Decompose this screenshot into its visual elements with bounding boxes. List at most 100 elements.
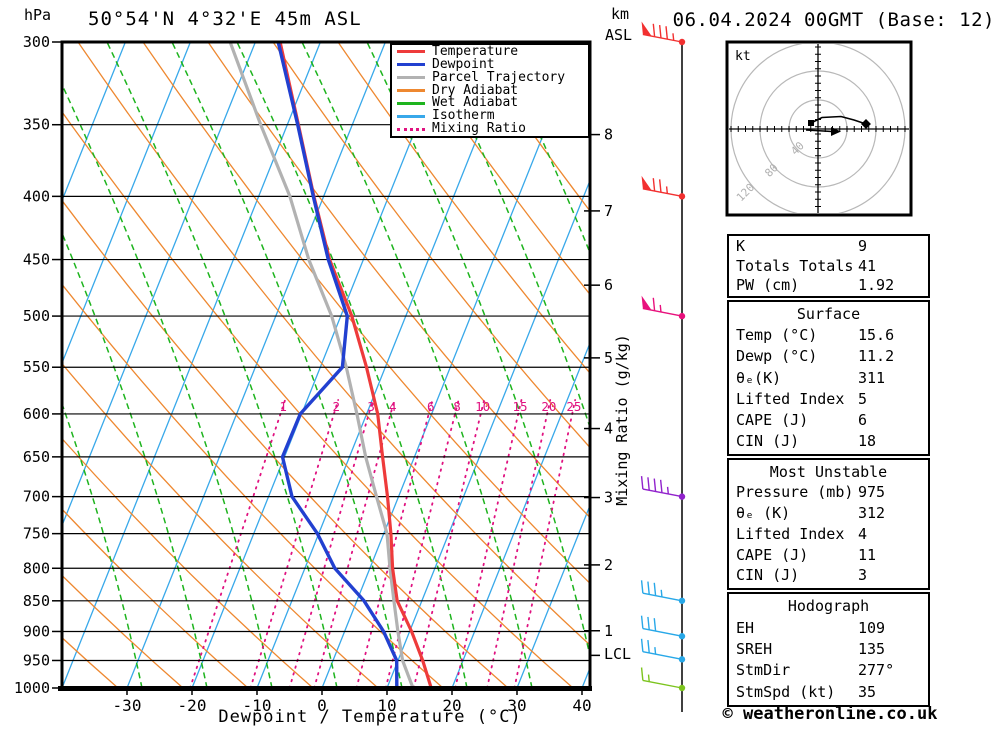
wet-adiabat-line [301,43,533,687]
legend-swatch-temperature [397,50,425,54]
stat-label: Temp (°C) [736,326,818,345]
table-title: Hodograph [787,597,870,616]
wind-barb-stem [642,33,683,43]
copyright-notice: © weatheronline.co.uk [722,704,938,724]
wind-barb-feather [647,477,650,491]
table-row: Lifted Index 5 [729,389,928,408]
wet-adiabat-line [366,43,589,653]
pressure-tick-label: 450 [23,251,50,269]
mixing-ratio-value-label: 20 [541,399,556,414]
sounding-curve-parcel-trajectory [228,43,415,687]
mixing-ratio-line [288,399,374,687]
km-tick-label: 1 [604,622,613,640]
table-row: θₑ (K) 312 [729,505,928,522]
isotherm-line [321,43,581,687]
table-hodograph-stats: Hodograph EH 109 SREH 135 StmDir 277° StmSpd (k… [727,592,930,707]
wind-barb-stem [642,592,683,602]
legend-label: Parcel Trajectory [432,69,566,85]
stat-label: K [736,237,746,256]
stat-value: 35 [858,682,877,701]
km-tick-label: 3 [604,489,613,507]
mixing-ratio-line [313,399,396,687]
dry-adiabat-line [273,43,589,447]
wind-barb [640,580,686,604]
wind-barb-feather [653,618,657,632]
stat-value: 9 [858,237,868,256]
hodograph-ring-label: 80 [762,161,781,180]
mixing-ratio-line [189,399,286,687]
wind-barb [640,638,686,663]
table-row: Pressure (mb) 975 [729,484,928,501]
stat-value: 15.6 [858,326,895,345]
stat-label: PW (cm) [736,275,800,294]
isobar-grid [62,124,590,662]
pressure-tick-label: 650 [23,448,50,466]
legend-item: Dewpoint [397,58,588,71]
wet-adiabat-line [171,43,403,687]
legend-item: Mixing Ratio [397,122,588,135]
stat-value: 5 [858,389,868,408]
wind-barb-feather [659,479,663,493]
km-tick-label: 8 [604,126,613,144]
stat-label: Dewp (°C) [736,347,818,366]
wind-barb-stem [642,679,683,689]
km-unit-label: km [611,5,630,23]
wind-barb-feather [652,178,656,192]
table-row: PW (cm) 1.92 [729,275,928,294]
stat-label: SREH [736,639,773,658]
table-title: Most Unstable [769,462,888,481]
legend-swatch-wet-adiabat [397,101,425,105]
isotherm-line [386,182,589,687]
km-tick-label: 7 [604,202,613,220]
wind-barb-feather [640,667,644,681]
table-title: Surface [796,305,861,324]
stat-label: Totals Totals [736,256,854,275]
stat-value: 41 [858,256,877,275]
wind-barb-half-feather [666,486,669,495]
pressure-tick-label: 1000 [14,679,50,697]
stat-value: 109 [858,618,886,637]
wind-barb-half-feather [647,674,650,682]
mixing-ratio-line [413,399,486,687]
wet-adiabat-line [63,234,208,687]
dry-adiabat-line [63,364,378,687]
dry-adiabat-line [63,201,508,687]
legend-swatch-dewpoint [397,63,425,67]
legend-item: Dry Adiabat [397,84,588,97]
stat-value: 4 [858,524,868,543]
legend-label: Wet Adiabat [432,95,519,111]
mixing-ratio-axis-label: Mixing Ratio (g/kg) [613,334,631,506]
stat-label: StmDir [736,661,791,680]
stat-label: CIN (J) [736,566,800,585]
table-row: CIN (J) 3 [729,567,928,584]
stat-value: 11.2 [858,347,895,366]
pressure-tick-label: 850 [23,592,50,610]
pressure-tick-label: 400 [23,187,50,205]
wind-barb-feather [652,23,656,37]
isotherm-line [63,43,256,524]
temp-tick-label: 20 [442,696,461,715]
legend: Temperature Dewpoint Parcel Trajectory Dry … [390,43,590,138]
pressure-tick-label: 350 [23,116,50,134]
wind-barb-feather [653,582,657,596]
pressure-tick-label: 900 [23,622,50,640]
asl-unit-label: ASL [605,26,633,44]
temp-tick-label: 0 [317,696,327,715]
stat-value: 277° [858,661,895,680]
isotherm-line [256,43,516,687]
table-row: θₑ(K) 311 [729,369,928,387]
mixing-ratio-value-label: 6 [427,399,435,414]
wind-barb-half-feather [654,647,657,655]
table-row: SREH 135 [729,639,928,658]
table-row: Lifted Index 4 [729,524,928,543]
page-title: 50°54'N 4°32'E 45m ASL [88,8,362,30]
km-tick-label: 5 [604,349,613,367]
dry-adiabat-line [63,285,443,687]
hodograph-ring-label: 120 [734,181,757,204]
table-indices: K 9 Totals Totals 41 PW (cm) 1.92 [727,234,930,298]
isotherm-line [451,344,589,687]
